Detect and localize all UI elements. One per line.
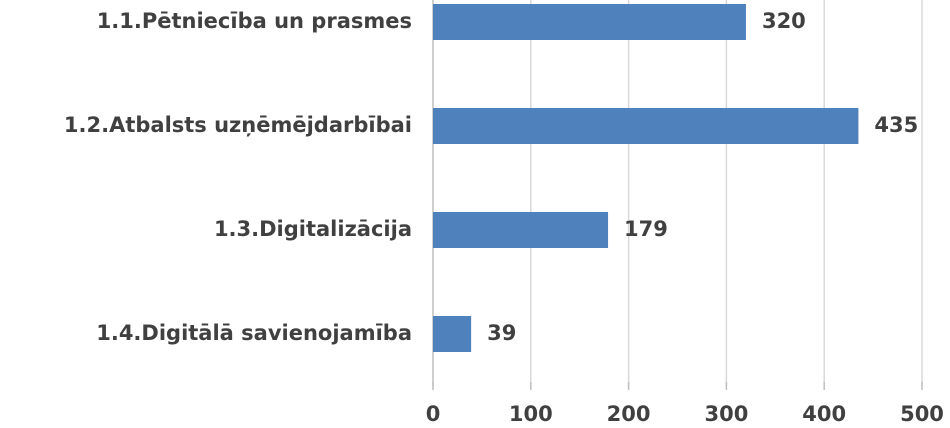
bar (433, 108, 859, 144)
y-tick-label: 1.4.Digitālā savienojamība (96, 321, 412, 345)
data-label: 320 (762, 9, 806, 33)
bar (433, 212, 609, 248)
bar (433, 316, 472, 352)
x-tick-label: 100 (509, 402, 553, 426)
y-tick-label: 1.3.Digitalizācija (214, 217, 412, 241)
x-tick-label: 200 (607, 402, 651, 426)
y-tick-label: 1.2.Atbalsts uzņēmējdarbībai (64, 113, 412, 137)
bar (433, 4, 746, 40)
data-label: 39 (487, 321, 516, 345)
data-label: 435 (874, 113, 918, 137)
y-tick-label: 1.1.Pētniecība un prasmes (97, 9, 412, 33)
x-tick-label: 500 (900, 402, 944, 426)
data-label: 179 (624, 217, 668, 241)
x-tick-label: 0 (426, 402, 441, 426)
x-tick-label: 300 (704, 402, 748, 426)
x-tick-label: 400 (802, 402, 846, 426)
